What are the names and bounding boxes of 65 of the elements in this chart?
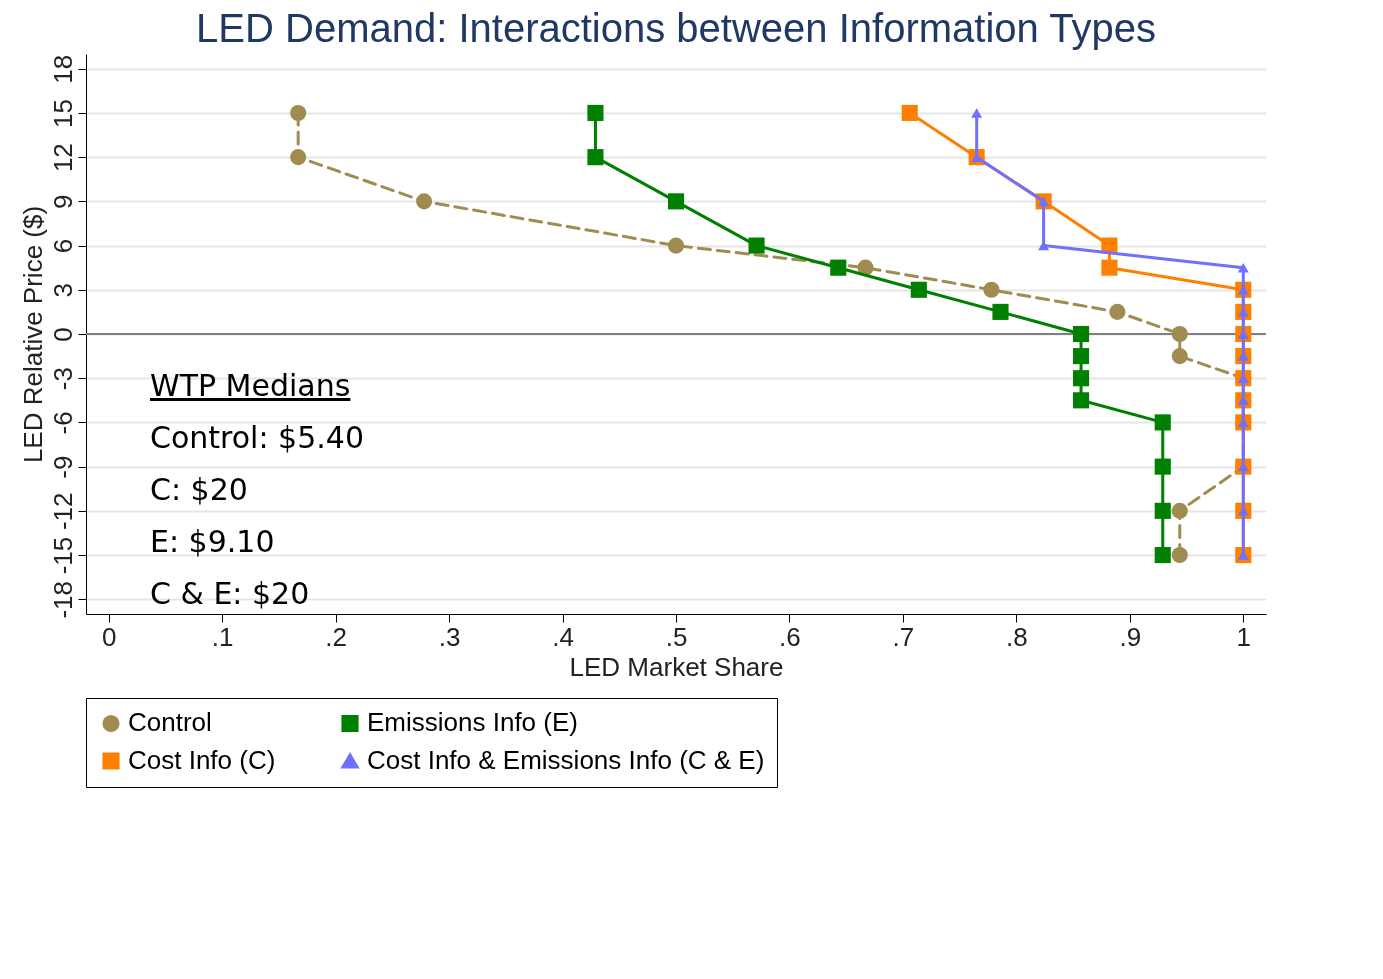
annotation: C & E: $20	[150, 575, 311, 613]
x-tick-label: .3	[438, 621, 461, 652]
x-tick-label: .1	[211, 621, 234, 652]
point	[667, 193, 685, 210]
y-tick-label: 6	[47, 238, 78, 254]
annotation: C: $20	[150, 471, 249, 509]
x-axis-title: LED Market Share	[569, 651, 784, 682]
legend-label: Cost Info & Emissions Info (C & E)	[367, 745, 765, 775]
point	[901, 104, 918, 122]
y-tick-label: 0	[47, 327, 78, 342]
y-tick-label: 15	[47, 98, 78, 128]
point	[1171, 502, 1188, 519]
y-tick-label: -15	[47, 536, 78, 575]
point	[667, 237, 685, 254]
point	[748, 237, 765, 254]
y-tick-label: 3	[47, 283, 78, 298]
point	[971, 108, 983, 118]
point	[1073, 325, 1090, 343]
legend-label: Control	[128, 707, 212, 738]
annotation: Control: $5.40	[150, 419, 364, 457]
point	[910, 281, 927, 298]
point	[983, 281, 1000, 298]
chart-title: LED Demand: Interactions between Information Types	[196, 6, 1156, 50]
point	[587, 149, 604, 166]
point	[1073, 392, 1090, 409]
x-tick-label: 1	[1236, 621, 1252, 652]
point	[1154, 458, 1171, 475]
x-tick-label: .5	[665, 621, 688, 652]
point	[1237, 262, 1249, 273]
x-tick-label: .8	[1006, 621, 1028, 652]
point	[1171, 348, 1188, 365]
point	[416, 193, 433, 210]
legend-label: Emissions Info (E)	[367, 707, 578, 738]
x-tick-label: .7	[892, 621, 915, 652]
x-tick-label: .4	[552, 621, 574, 652]
y-tick-label: -6	[47, 411, 78, 435]
legend-label: Cost Info (C)	[128, 745, 276, 775]
point	[1073, 348, 1090, 365]
point	[290, 149, 307, 166]
point	[1154, 546, 1171, 564]
point	[1154, 502, 1171, 519]
point	[1154, 414, 1171, 431]
y-tick-label: 12	[47, 143, 78, 173]
point	[1109, 303, 1126, 320]
y-tick-label: -18	[47, 580, 78, 619]
y-tick-label: -12	[47, 492, 78, 531]
y-tick-label: 9	[47, 194, 78, 210]
y-axis-title: LED Relative Price ($)	[17, 205, 48, 464]
y-tick-label: -9	[47, 455, 78, 479]
point	[992, 303, 1009, 320]
point	[1073, 370, 1090, 387]
point	[1171, 547, 1188, 564]
x-tick-label: .2	[325, 621, 347, 652]
x-tick-label: .9	[1119, 621, 1142, 652]
x-tick-label: .6	[779, 621, 801, 652]
point	[1101, 259, 1118, 276]
x-tick-label: 0	[101, 621, 117, 652]
annotation: WTP Medians	[150, 367, 352, 405]
point	[290, 104, 307, 121]
point	[1171, 325, 1188, 343]
annotation: E: $9.10	[150, 523, 276, 561]
y-tick-label: -3	[47, 367, 78, 391]
point	[587, 104, 604, 122]
y-tick-label: 18	[47, 54, 78, 84]
point	[830, 259, 847, 276]
